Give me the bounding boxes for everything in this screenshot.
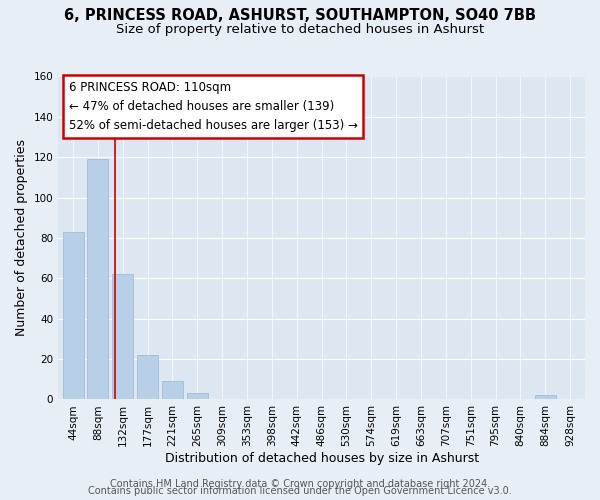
- Bar: [535, 396, 556, 400]
- X-axis label: Distribution of detached houses by size in Ashurst: Distribution of detached houses by size …: [164, 452, 479, 465]
- Bar: [88, 160, 109, 400]
- Text: Size of property relative to detached houses in Ashurst: Size of property relative to detached ho…: [116, 22, 484, 36]
- Bar: [187, 394, 208, 400]
- Bar: [112, 274, 133, 400]
- Text: Contains HM Land Registry data © Crown copyright and database right 2024.: Contains HM Land Registry data © Crown c…: [110, 479, 490, 489]
- Bar: [62, 232, 83, 400]
- Y-axis label: Number of detached properties: Number of detached properties: [15, 140, 28, 336]
- Bar: [162, 382, 183, 400]
- Bar: [137, 355, 158, 400]
- Text: 6, PRINCESS ROAD, ASHURST, SOUTHAMPTON, SO40 7BB: 6, PRINCESS ROAD, ASHURST, SOUTHAMPTON, …: [64, 8, 536, 22]
- Text: 6 PRINCESS ROAD: 110sqm
← 47% of detached houses are smaller (139)
52% of semi-d: 6 PRINCESS ROAD: 110sqm ← 47% of detache…: [69, 82, 358, 132]
- Text: Contains public sector information licensed under the Open Government Licence v3: Contains public sector information licen…: [88, 486, 512, 496]
